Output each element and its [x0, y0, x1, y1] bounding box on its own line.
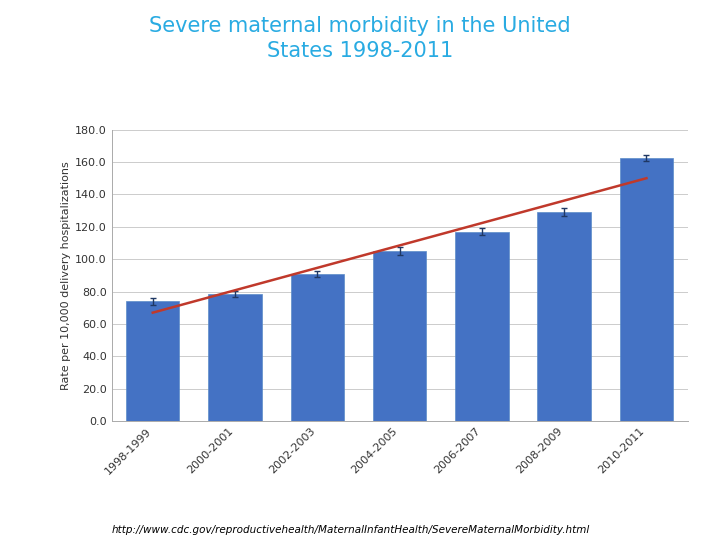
Bar	[537, 212, 591, 421]
Bar	[208, 294, 262, 421]
Bar	[620, 158, 673, 421]
Bar	[373, 251, 426, 421]
Text: Severe maternal morbidity in the United
States 1998-2011: Severe maternal morbidity in the United …	[149, 16, 571, 61]
Text: http://www.cdc.gov/reproductivehealth/MaternalInfantHealth/SevereMaternalMorbidi: http://www.cdc.gov/reproductivehealth/Ma…	[112, 524, 590, 535]
Y-axis label: Rate per 10,000 delivery hospitalizations: Rate per 10,000 delivery hospitalization…	[60, 161, 71, 390]
Bar	[126, 301, 179, 421]
Bar	[455, 232, 508, 421]
Bar	[291, 274, 344, 421]
